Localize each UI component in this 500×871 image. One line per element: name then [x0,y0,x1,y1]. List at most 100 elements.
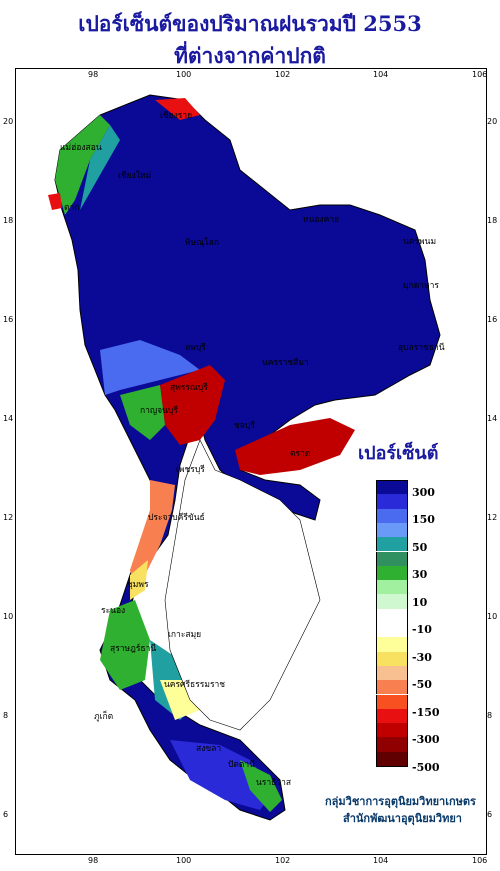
region-yellow-w [120,385,165,440]
lat-tick: 12 [487,513,498,522]
legend-label: -300 [412,733,440,747]
place-label: ปัตตานี [228,760,256,770]
lon-tick: 104 [373,70,389,79]
lat-tick: 10 [487,612,498,621]
legend-label: -500 [412,760,440,774]
legend-swatch [376,751,408,767]
lat-tick: 10 [3,612,14,621]
legend-swatch [376,494,408,509]
region-red-central [160,365,225,445]
legend-swatch [376,665,408,681]
region-red-west [48,193,62,210]
place-label: พิษณุโลก [185,238,220,248]
place-label: ชุมพร [127,580,149,590]
lat-tick: 16 [487,315,498,324]
region-teal-nw [80,125,120,210]
legend-swatch [376,565,408,581]
place-label: ตราด [290,449,311,459]
lon-tick: 98 [88,856,99,865]
place-label: แม่ฮ่องสอน [60,143,102,153]
place-label: ชลบุรี [234,421,255,431]
lat-tick: 12 [3,513,14,522]
place-label: ประจวบคีรีขันธ์ [148,513,205,523]
lat-tick: 20 [3,117,14,126]
place-label: ระนอง [101,606,126,616]
legend-swatch [376,551,408,566]
legend-label: 300 [412,486,435,499]
place-label: อุบลราชธานี [398,343,445,353]
region-blue-lighter-w [100,340,200,395]
legend-label: 150 [412,513,435,527]
lat-tick: 14 [3,414,14,423]
lon-tick: 100 [176,70,192,79]
region-yellow-peninsula [130,560,148,600]
gulf-of-thailand [164,439,321,731]
legend-swatch [376,637,408,652]
lat-tick: 8 [3,711,9,720]
place-label: สงขลา [196,744,222,754]
region-red-north [155,98,200,120]
legend-swatch [376,737,408,752]
legend-swatch [376,708,408,724]
place-label: หนองคาย [303,215,340,225]
lon-tick: 106 [472,70,488,79]
legend-swatch [376,680,408,695]
place-label: นครพนม [403,237,437,247]
credit-line1: กลุ่มวิชาการอุตุนิยมวิทยาเกษตร [325,795,476,808]
legend-label: -10 [412,623,432,637]
legend-label: -50 [412,678,432,692]
legend-label: -150 [412,705,440,719]
legend-swatch [376,508,408,523]
lon-tick: 98 [88,70,99,79]
legend-swatch [376,651,408,666]
legend-label: 30 [412,568,428,582]
place-label: เชียงราย [160,111,193,121]
region-red-east [235,418,355,475]
legend-label: 10 [412,595,428,609]
lon-tick: 102 [275,856,291,865]
legend-swatch [376,723,408,738]
region-orange-peninsula [130,480,175,590]
place-label: สุราษฎร์ธานี [110,644,157,654]
legend-label: 50 [412,540,428,554]
place-label: มุกดาหาร [403,281,439,291]
legend-swatch [376,594,408,609]
lat-tick: 18 [3,216,14,225]
place-label: นครราชสีมา [262,358,309,368]
legend-swatch [376,480,408,496]
legend-swatch [376,537,408,552]
legend-swatch [376,580,408,595]
credit-line2: สำนักพัฒนาอุตุนิยมวิทยา [343,812,462,825]
region-green-south [100,600,150,690]
lat-tick: 8 [487,711,493,720]
place-label: เชียงใหม่ [118,171,152,181]
place-label: เพชรบุรี [176,465,205,475]
lat-tick: 20 [487,117,498,126]
place-label: นราธิวาส [256,778,292,788]
legend-swatch [376,623,408,638]
place-label: ภูเก็ต [94,712,114,722]
region-green-deep-south [240,760,282,812]
place-label: ลพบุรี [185,343,206,353]
lon-tick: 106 [472,856,488,865]
place-label: เกาะสมุย [168,630,202,640]
map-subtitle: ที่ต่างจากค่าปกติ [174,43,326,68]
lat-tick: 6 [3,810,9,819]
lat-tick: 6 [487,810,493,819]
place-label: สุพรรณบุรี [170,383,208,393]
lat-tick: 14 [487,414,498,423]
region-blue-deep-south [170,740,275,810]
lon-tick: 102 [275,70,291,79]
lon-tick: 100 [176,856,192,865]
lon-tick: 104 [373,856,389,865]
region-green-nw [55,115,110,215]
place-label: นครศรีธรรมราช [164,680,226,690]
place-label: กาญจนบุรี [140,406,178,416]
lat-tick: 16 [3,315,14,324]
lat-tick: 18 [487,216,498,225]
legend-swatch [376,608,408,623]
legend-swatch [376,694,408,709]
map-title: เปอร์เซ็นต์ของปริมาณฝนรวมปี 2553 [78,11,422,36]
legend-swatch [376,522,408,538]
